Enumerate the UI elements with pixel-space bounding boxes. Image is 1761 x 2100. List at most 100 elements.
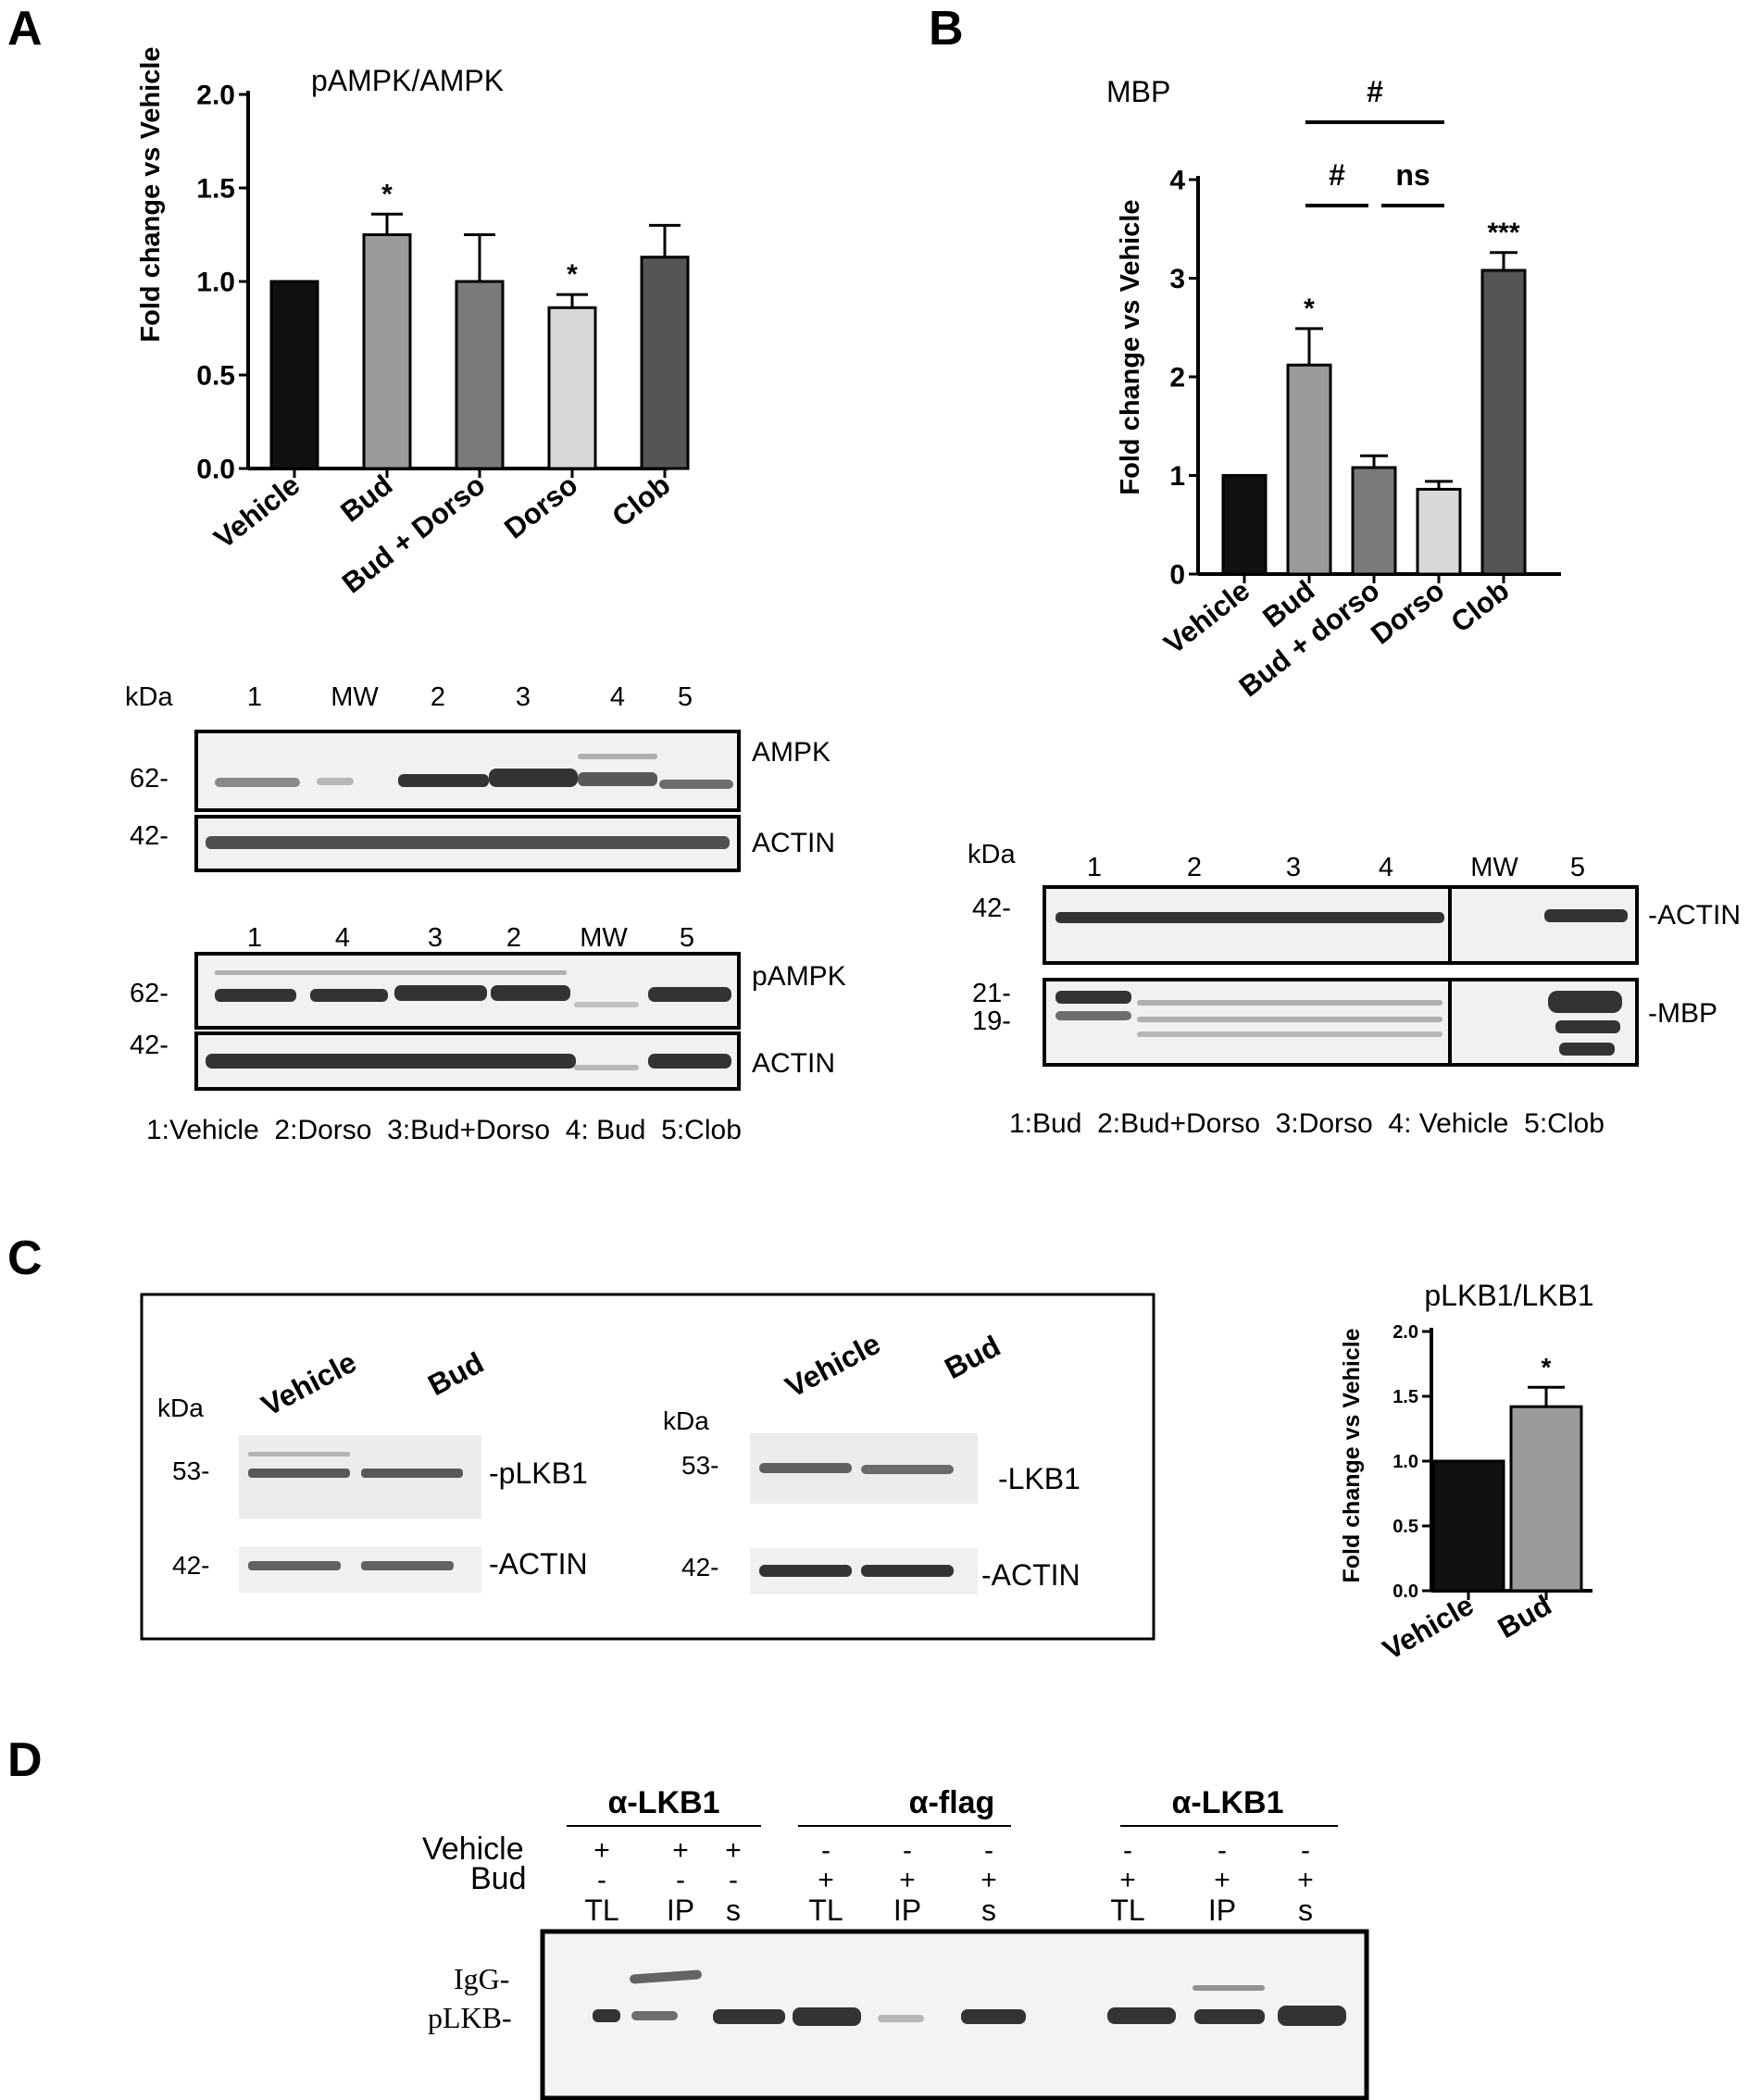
vehicle-sign: - — [1123, 1835, 1132, 1866]
chart-b-ylabel: Fold change vs Vehicle — [1116, 199, 1145, 494]
blot-ampk-lane-4: 4 — [610, 682, 625, 712]
chart-c-ylabel: Fold change vs Vehicle — [1339, 1328, 1365, 1582]
blot-pampk-marker-42: 42- — [130, 1031, 169, 1060]
bracket-buddorso-vs-dorso: ns — [1395, 158, 1430, 192]
d-signs: + + + - - - - - -- - - + + + + + +TL IP s TL IP s TL IP s — [584, 1835, 1313, 1927]
blot-plkb1-kda: kDa — [157, 1394, 204, 1422]
blot-mbp-lane-5: 5 — [1570, 853, 1585, 882]
blot-lkb1-marker-53: 53- — [681, 1451, 718, 1480]
chart-a-title: pAMPK/AMPK — [311, 64, 504, 97]
blot-lkb1-label-lkb1: -LKB1 — [998, 1462, 1080, 1495]
panel-letter-c: C — [7, 1231, 43, 1285]
panel-c-box — [140, 1293, 1155, 1641]
y-tick-label: 3 — [1169, 264, 1185, 294]
vehicle-sign: + — [672, 1835, 689, 1866]
y-tick-label: 0.5 — [1393, 1517, 1418, 1537]
blot-lkb1-lane-bud: Bud — [939, 1329, 1005, 1385]
blot-mbp-marker-19: 19- — [972, 1006, 1011, 1036]
chart-b-brackets: # # ns — [1305, 75, 1444, 207]
blot-lkb1-label-actin: -ACTIN — [981, 1558, 1080, 1592]
blot-plkb1-label-actin: -ACTIN — [489, 1547, 588, 1581]
bud-sign: + — [1297, 1865, 1314, 1895]
bar-vehicle — [269, 280, 319, 470]
x-category-label: Clob — [1444, 574, 1515, 639]
bar-bud-dorso — [455, 280, 505, 470]
blot-plkb1-lane-bud: Bud — [422, 1345, 489, 1402]
chart-b-title: MBP — [1106, 75, 1170, 108]
blot-mbp-marker-21: 21- — [972, 979, 1011, 1008]
blot-pampk-lane-1: 1 — [247, 923, 262, 953]
y-tick-label: 1 — [1169, 461, 1185, 492]
significance-mark: * — [1304, 294, 1315, 324]
bracket-bud-vs-dorso: # — [1367, 75, 1383, 108]
blot-pampk-marker-62: 62- — [130, 979, 169, 1008]
bar-bud — [1509, 1405, 1583, 1593]
vehicle-sign: + — [593, 1835, 610, 1866]
blot-ampk-label-ampk: AMPK — [752, 737, 831, 768]
x-category-label: Dorso — [498, 469, 583, 545]
bar-vehicle — [1221, 474, 1268, 576]
blot-lkb1: Vehicle Bud kDa 53- 42- -LKB1 -ACTIN — [663, 1327, 1080, 1594]
blot-mbp: kDa 1 2 3 4 MW 5 42- 21- 19- -ACTIN -MBP — [968, 840, 1741, 1067]
blot-ampk-lane-5: 5 — [678, 682, 693, 712]
chart-a-ylabel: Fold change vs Vehicle — [136, 46, 166, 342]
blot-pampk-lane-4: 4 — [335, 923, 350, 953]
y-tick-label: 0.5 — [196, 361, 235, 392]
y-tick-label: 4 — [1169, 166, 1185, 196]
blot-mbp-lane-2: 2 — [1187, 853, 1202, 882]
blot-plkb1: Vehicle Bud kDa 53- 42- -pLKB1 -ACTIN — [157, 1345, 588, 1593]
bar-bud — [362, 233, 412, 470]
blot-ampk-kda: kDa — [125, 682, 173, 712]
y-tick-label: 1.0 — [1393, 1452, 1418, 1472]
blot-mbp-kda: kDa — [968, 840, 1016, 869]
significance-mark: * — [381, 179, 393, 209]
blot-mbp-lane-1: 1 — [1087, 853, 1102, 882]
lane-label-tl: TL — [808, 1894, 843, 1927]
d-group-3: α-LKB1 — [1171, 1785, 1283, 1820]
vehicle-sign: - — [984, 1835, 993, 1866]
d-band-igg: IgG- — [454, 1962, 509, 1995]
lane-label-ip: IP — [893, 1894, 921, 1927]
blot-mbp-lane-4: 4 — [1379, 853, 1393, 882]
bar-dorso — [1416, 487, 1462, 576]
bracket-bud-vs-buddorso: # — [1329, 158, 1345, 192]
lane-label-tl: TL — [1110, 1894, 1144, 1927]
blot-pampk-lane-2: 2 — [506, 923, 521, 953]
blot-ampk-lane-1: 1 — [247, 682, 262, 712]
bar-bud — [1286, 363, 1332, 576]
vehicle-sign: + — [725, 1835, 742, 1866]
d-row-bud: Bud — [470, 1861, 527, 1896]
blot-pampk-lane-3: 3 — [428, 923, 443, 953]
bud-sign: - — [676, 1865, 685, 1895]
x-category-label: Bud — [334, 469, 398, 529]
panel-letter-a: A — [7, 2, 43, 56]
y-tick-label: 1.5 — [1393, 1387, 1418, 1407]
y-tick-label: 0.0 — [196, 455, 235, 485]
blot-ampk-lane-mw: MW — [331, 682, 379, 712]
bud-sign: - — [729, 1865, 738, 1895]
y-tick-label: 0 — [1169, 560, 1185, 591]
y-tick-label: 2 — [1169, 363, 1185, 394]
bar-clob — [640, 256, 690, 470]
bar-clob — [1480, 269, 1527, 576]
blot-mbp-lane-mw: MW — [1470, 853, 1518, 882]
bud-sign: + — [1214, 1865, 1230, 1895]
blot-ampk: kDa 1 MW 2 3 4 5 62- 42- AMPK ACTIN — [125, 682, 835, 872]
chart-c-title: pLKB1/LKB1 — [1424, 1279, 1593, 1312]
bar-dorso — [547, 306, 597, 470]
blot-mbp-marker-42: 42- — [972, 894, 1011, 923]
blot-pampk-lane-5: 5 — [680, 923, 694, 953]
blot-lkb1-marker-42: 42- — [681, 1553, 718, 1581]
bud-sign: + — [818, 1865, 834, 1895]
bud-sign: + — [980, 1865, 997, 1895]
d-row-vehicle: Vehicle — [422, 1831, 524, 1867]
panel-b-legend: 1:Bud 2:Bud+Dorso 3:Dorso 4: Vehicle 5:C… — [1009, 1108, 1605, 1139]
lane-label-ip: IP — [1208, 1894, 1236, 1927]
bud-sign: + — [899, 1865, 916, 1895]
panel-letter-d: D — [7, 1733, 43, 1787]
bud-sign: - — [597, 1865, 606, 1895]
bar-vehicle — [1431, 1459, 1505, 1593]
y-tick-label: 0.0 — [1393, 1581, 1418, 1602]
